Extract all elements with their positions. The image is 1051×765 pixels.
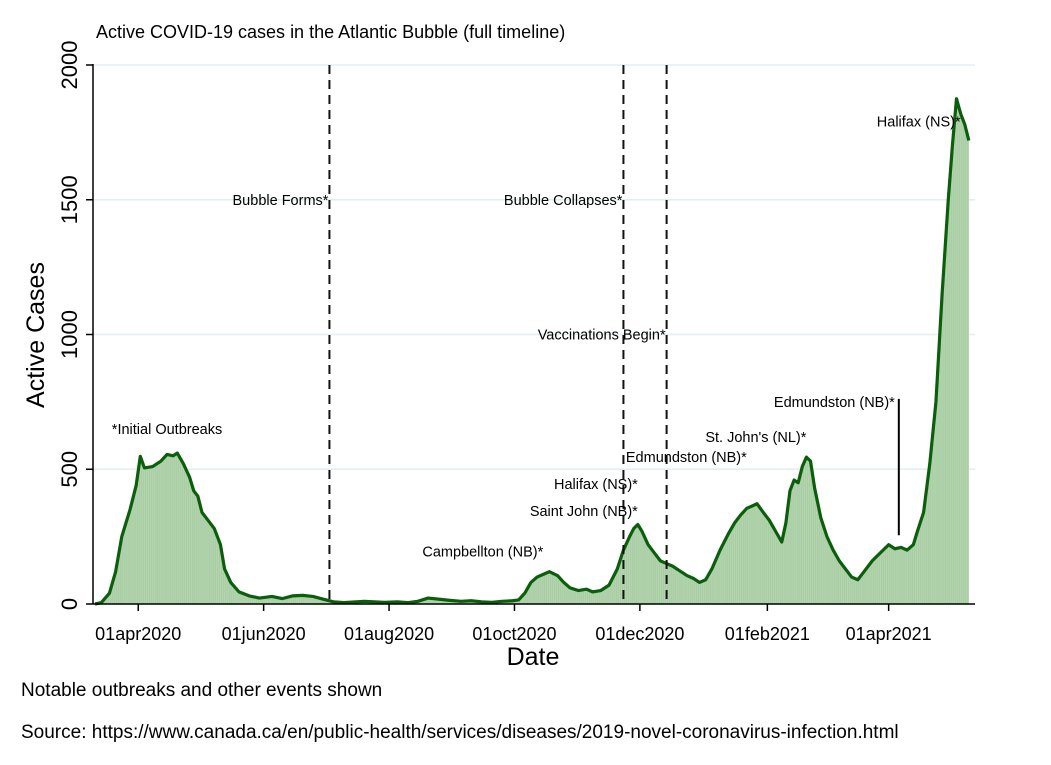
footnote-source: Source: https://www.canada.ca/en/public-…: [21, 722, 899, 743]
x-tick-label: 01apr2021: [846, 624, 932, 644]
chart-title: Active COVID-19 cases in the Atlantic Bu…: [96, 22, 565, 42]
x-tick-label: 01feb2021: [725, 624, 810, 644]
x-tick-label: 01aug2020: [344, 624, 434, 644]
event-label: Bubble Forms*: [233, 193, 329, 209]
area-bar-texture: [96, 98, 968, 604]
annotation-label: Halifax (NS)*: [554, 477, 638, 493]
y-gridlines: [93, 64, 975, 470]
annotation-label: Saint John (NB)*: [530, 504, 638, 520]
annotation-label: Halifax (NS)*: [877, 115, 961, 131]
series-line: [94, 97, 971, 606]
y-tick-label: 2000: [57, 41, 82, 90]
y-axis-label: Active Cases: [22, 262, 50, 408]
annotation-labels: *Initial Outbreaks Campbellton (NB)* Saint…: [112, 115, 961, 561]
annotation-label: Edmundston (NB)*: [626, 450, 747, 466]
y-tick-label: 500: [57, 451, 82, 488]
annotation-label: Campbellton (NB)*: [422, 544, 543, 560]
y-tick-label: 1000: [57, 310, 82, 359]
x-tick-label: 01oct2020: [472, 624, 556, 644]
y-tick-label: 0: [57, 598, 82, 610]
x-axis-label: Date: [507, 643, 560, 671]
x-tick-label: 01dec2020: [595, 624, 684, 644]
event-label: Bubble Collapses*: [504, 193, 623, 209]
area-fill: [95, 98, 969, 604]
event-label: Vaccinations Begin*: [538, 328, 666, 344]
footnote-notable: Notable outbreaks and other events shown: [21, 680, 383, 701]
y-tick-label: 1500: [57, 175, 82, 224]
annotation-label: St. John's (NL)*: [705, 430, 806, 446]
annotation-label: Edmundston (NB)*: [774, 395, 895, 411]
x-tick-label: 01apr2020: [95, 624, 181, 644]
x-tick-label: 01jun2020: [222, 624, 306, 644]
event-lines: Bubble Forms* Bubble Collapses* Vaccinatio…: [233, 65, 668, 604]
annotation-label: *Initial Outbreaks: [112, 422, 222, 438]
active-cases-chart: Bubble Forms* Bubble Collapses* Vaccinatio…: [22, 22, 975, 671]
axes: 0 500 1000 1500 2000 01apr2020 01jun2020 01aug2…: [57, 41, 975, 644]
area-layer: [94, 97, 971, 606]
